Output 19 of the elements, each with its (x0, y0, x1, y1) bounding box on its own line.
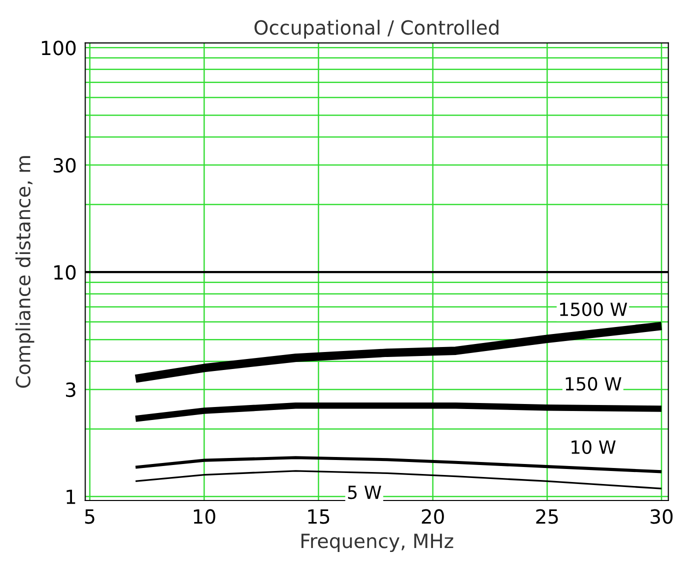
y-tick-label: 30 (54, 158, 76, 173)
x-tick-label: 5 (85, 509, 94, 524)
y-tick-label: 3 (66, 382, 76, 398)
x-tick-label: 15 (308, 509, 330, 524)
x-tick-label: 30 (650, 509, 673, 524)
series-label: 150 W (566, 377, 622, 391)
series-label: 1500 W (560, 302, 628, 316)
series-label: 10 W (572, 440, 616, 454)
y-tick-label: 1 (66, 490, 76, 504)
y-tick-label: 10 (54, 265, 76, 280)
series-label: 5 W (348, 486, 382, 500)
line-series (134, 456, 664, 474)
x-tick-label: 10 (194, 509, 216, 524)
x-axis-title: Frequency, MHz (302, 534, 454, 552)
chart-title: Occupational / Controlled (254, 20, 498, 39)
y-tick-label: 100 (42, 40, 76, 56)
x-tick-label: 25 (536, 509, 558, 524)
x-tick-label: 20 (422, 509, 444, 524)
y-axis-title: Compliance distance, m (15, 156, 34, 388)
